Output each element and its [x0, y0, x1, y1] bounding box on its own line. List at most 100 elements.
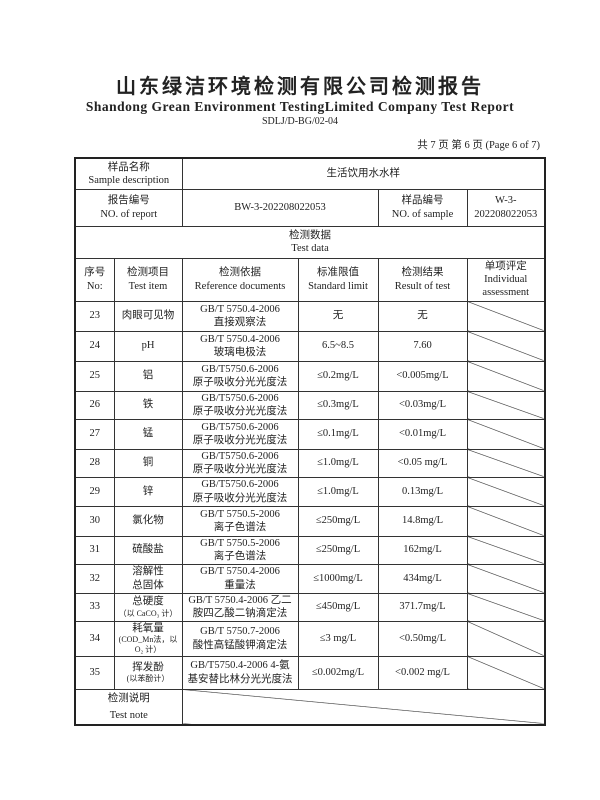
header-en: Result of test [394, 280, 451, 292]
test-result: <0.01mg/L [377, 418, 468, 450]
header-en: Individual assessment [482, 273, 530, 299]
label-cn: 样品编号 [401, 195, 444, 207]
report-no-value: BW-3-202208022053 [181, 188, 379, 227]
row-no: 24 [74, 330, 115, 362]
table-row: 23 肉眼可见物 GB/T 5750.4-2006 直接观察法 无 无 [74, 300, 546, 332]
test-item-name: 锌 [142, 485, 154, 497]
sample-desc-label: 样品名称 Sample description [74, 157, 183, 190]
test-item-name: 溶解性 [132, 566, 164, 578]
assessment-cell [466, 563, 546, 594]
table-row: 31 硫酸盐 GB/T 5750.5-2006 离子色谱法 ≤250mg/L 16… [74, 535, 546, 565]
header-cn: 检测项目 [127, 267, 169, 279]
column-header: 单项评定 Individual assessment [466, 257, 546, 302]
ref-method: 胺四乙酸二钠滴定法 [192, 608, 288, 619]
test-item: 肉眼可见物 [113, 300, 183, 332]
label-en: Test note [109, 709, 148, 721]
label-en: Sample description [88, 174, 170, 186]
test-data-label: 检测数据 Test data [74, 225, 546, 259]
assessment-cell [466, 535, 546, 565]
header-en: Test item [128, 280, 168, 292]
test-note-row: 检测说明 Test note [74, 688, 546, 726]
standard-limit: ≤0.2mg/L [297, 360, 379, 392]
ref-method: 玻璃电极法 [213, 347, 267, 358]
row-no: 34 [74, 620, 115, 657]
test-data-table: 样品名称 Sample description 生活饮用水水样 报告编号 NO. o… [74, 157, 546, 726]
test-item-name: pH [141, 340, 155, 352]
column-header: 标准限值 Standard limit [297, 257, 379, 302]
ref-standard: GB/T5750.6-2006 [201, 479, 279, 491]
label-cn: 报告编号 [107, 195, 150, 207]
test-item: 铁 [113, 390, 183, 420]
table-row: 29 锌 GB/T5750.6-2006 原子吸收分光光度法 ≤1.0mg/L 0… [74, 476, 546, 507]
reference-doc: GB/T5750.6-2006 原子吸收分光光度法 [181, 390, 299, 420]
ref-standard: GB/T 5750.7-2006 [200, 626, 280, 638]
reference-doc: GB/T 5750.5-2006 离子色谱法 [181, 535, 299, 565]
test-item: 锌 [113, 476, 183, 507]
assessment-cell [466, 592, 546, 622]
test-item-name: 氯化物 [132, 515, 164, 527]
test-item-name: 硫酸盐 [132, 544, 164, 556]
test-note-label: 检测说明 Test note [74, 688, 183, 726]
test-item-sub: 总固体 [132, 579, 164, 591]
ref-standard: GB/T 5750.4-2006 乙二 [188, 594, 292, 606]
row-no: 23 [74, 300, 115, 332]
assessment-cell [466, 330, 546, 362]
test-item: 氯化物 [113, 505, 183, 537]
sample-no-value: W-3-202208022053 [466, 188, 546, 227]
ref-standard: GB/T5750.4-2006 4-氨 [190, 660, 290, 672]
test-item-sub: （以 CaCO₃ 计） [118, 608, 178, 618]
row-no: 29 [74, 476, 115, 507]
ref-standard: GB/T5750.6-2006 [201, 450, 279, 462]
ref-standard: GB/T 5750.4-2006 [200, 333, 280, 345]
column-header: 检测项目 Test item [113, 257, 183, 302]
reference-doc: GB/T 5750.4-2006 重量法 [181, 563, 299, 594]
table-row: 24 pH GB/T 5750.4-2006 玻璃电极法 6.5~8.5 7.60 [74, 330, 546, 362]
report-title-en: Shandong Grean Environment TestingLimite… [85, 99, 515, 114]
test-item: pH [113, 330, 183, 362]
reference-doc: GB/T 5750.4-2006 乙二 胺四乙酸二钠滴定法 [181, 592, 299, 622]
label-en: Test data [291, 243, 329, 254]
reference-doc: GB/T5750.6-2006 原子吸收分光光度法 [181, 360, 299, 392]
standard-limit: 6.5~8.5 [297, 330, 379, 362]
test-item-name: 总硬度 [132, 596, 164, 608]
test-data-heading: 检测数据 Test data [74, 225, 546, 259]
assessment-cell [466, 505, 546, 537]
test-result: 371.7mg/L [377, 592, 468, 622]
header-cn: 单项评定 [484, 260, 527, 272]
report-no-row: 报告编号 NO. of report BW-3-202208022053 样品编号… [74, 188, 546, 227]
ref-standard: GB/T 5750.4-2006 [200, 303, 280, 315]
test-result: <0.005mg/L [377, 360, 468, 392]
test-item-name: 耗氧量 [132, 622, 164, 634]
table-row: 33 总硬度 （以 CaCO₃ 计） GB/T 5750.4-2006 乙二 胺四乙… [74, 592, 546, 622]
standard-limit: ≤250mg/L [297, 505, 379, 537]
ref-standard: GB/T 5750.5-2006 [200, 537, 280, 549]
sample-desc-value: 生活饮用水水样 [181, 157, 546, 190]
table-row: 28 铜 GB/T5750.6-2006 原子吸收分光光度法 ≤1.0mg/L <… [74, 448, 546, 478]
test-item: 总硬度 （以 CaCO₃ 计） [113, 592, 183, 622]
header-cn: 标准限值 [317, 267, 359, 279]
ref-standard: GB/T 5750.5-2006 [200, 508, 280, 520]
label-cn: 样品名称 [107, 161, 150, 173]
test-item: 耗氧量 (COD_Mn法，以 O₂ 计） [113, 620, 183, 657]
reference-doc: GB/T 5750.7-2006 酸性高锰酸钾滴定法 [181, 620, 299, 657]
ref-standard: GB/T5750.6-2006 [201, 421, 279, 433]
ref-method: 原子吸收分光光度法 [192, 406, 288, 417]
header-en: Reference documents [194, 280, 286, 292]
column-header: 检测结果 Result of test [377, 257, 468, 302]
test-item: 硫酸盐 [113, 535, 183, 565]
form-code: SDLJ/D-BG/02-04 [261, 116, 339, 127]
test-item: 铝 [113, 360, 183, 392]
test-item-sub: (以苯酚计） [126, 674, 170, 684]
assessment-cell [466, 390, 546, 420]
ref-method: 基安替比林分光光度法 [187, 673, 293, 685]
reference-doc: GB/T 5750.4-2006 直接观察法 [181, 300, 299, 332]
test-result: 无 [377, 300, 468, 332]
row-no: 28 [74, 448, 115, 478]
table-row: 35 挥发酚 (以苯酚计） GB/T5750.4-2006 4-氨 基安替比林分光光… [74, 655, 546, 690]
standard-limit: ≤0.3mg/L [297, 390, 379, 420]
test-item-sub: (COD_Mn法，以 O₂ 计） [118, 635, 178, 655]
row-no: 33 [74, 592, 115, 622]
test-result: 14.8mg/L [377, 505, 468, 537]
report-no-label: 报告编号 NO. of report [74, 188, 183, 227]
assessment-cell [466, 418, 546, 450]
